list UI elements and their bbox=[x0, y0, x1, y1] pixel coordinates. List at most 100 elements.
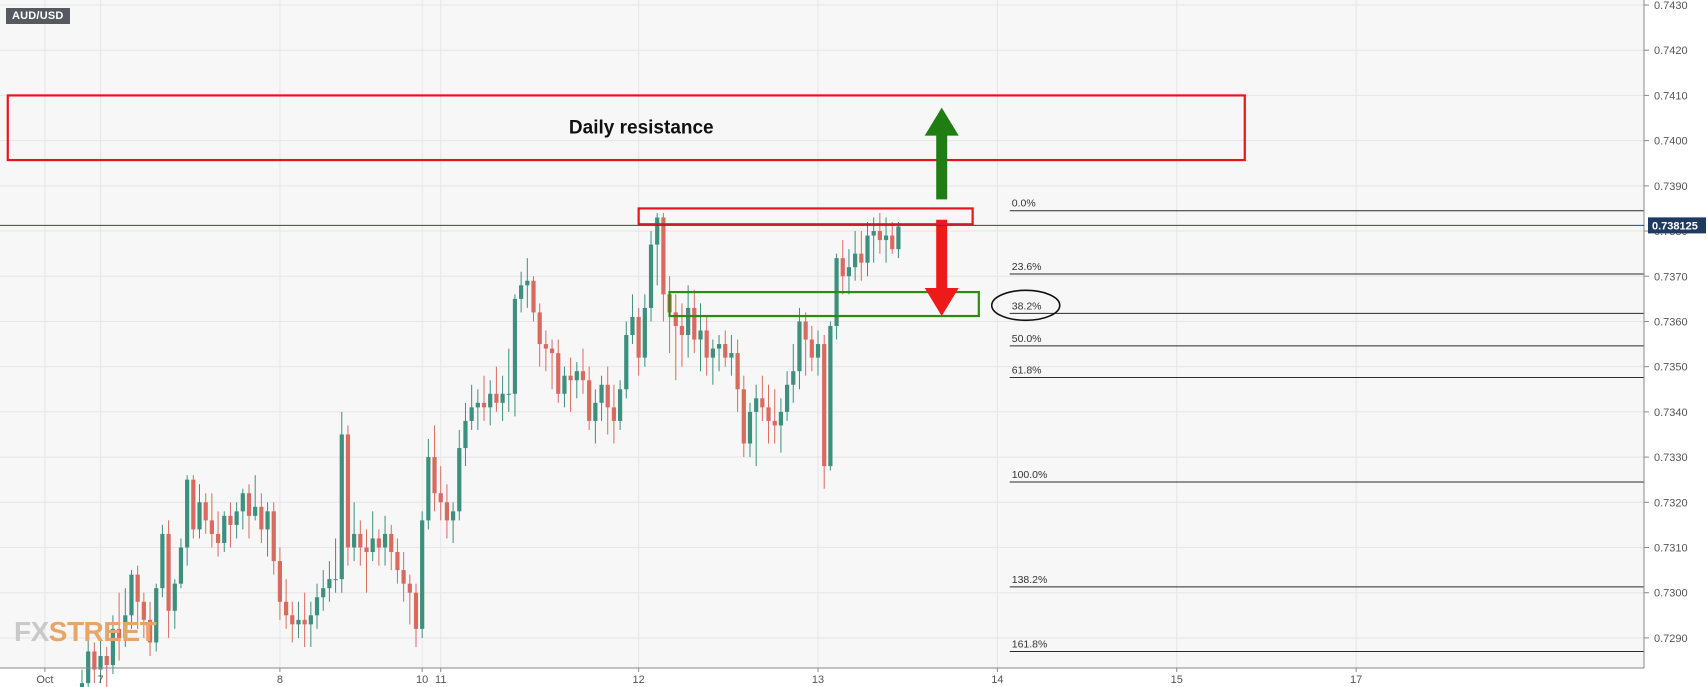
y-tick-label: 0.7330 bbox=[1654, 452, 1688, 464]
candle-body bbox=[760, 398, 765, 408]
candle-body bbox=[191, 479, 196, 530]
current-price-label: 0.738125 bbox=[1652, 220, 1698, 232]
candle-body bbox=[710, 348, 715, 358]
candle-body bbox=[333, 579, 338, 581]
candle-body bbox=[160, 533, 165, 589]
candle-body bbox=[525, 280, 530, 286]
candle bbox=[352, 502, 357, 562]
candle-body bbox=[147, 619, 153, 643]
candle-body bbox=[481, 402, 487, 408]
candle-body bbox=[840, 258, 845, 277]
candle-body bbox=[92, 651, 97, 670]
candle-body bbox=[265, 511, 270, 530]
candle bbox=[865, 222, 870, 277]
candle bbox=[271, 502, 276, 575]
candle-body bbox=[203, 502, 208, 521]
candle-body bbox=[284, 601, 289, 616]
candle-body bbox=[679, 325, 685, 336]
candle-body bbox=[475, 402, 480, 408]
candle bbox=[506, 348, 511, 412]
watermark-street: STREET bbox=[48, 616, 157, 647]
candle bbox=[543, 330, 548, 372]
candle bbox=[389, 524, 394, 571]
candle bbox=[617, 380, 623, 430]
candle-body bbox=[463, 420, 468, 449]
candle-body bbox=[562, 375, 567, 394]
candle-body bbox=[172, 583, 177, 611]
fib-level-label: 138.2% bbox=[1012, 574, 1048, 586]
candle-body bbox=[314, 597, 320, 616]
y-tick-label: 0.7400 bbox=[1654, 136, 1688, 148]
candle bbox=[345, 425, 351, 566]
candle bbox=[246, 484, 252, 539]
candle bbox=[809, 325, 814, 372]
candle bbox=[178, 538, 184, 589]
candle bbox=[648, 231, 654, 322]
candle-body bbox=[358, 533, 363, 548]
candle-body bbox=[543, 344, 548, 349]
candle-body bbox=[234, 511, 239, 525]
candle bbox=[451, 502, 456, 543]
candle-body bbox=[370, 538, 375, 553]
candle-body bbox=[117, 628, 122, 638]
candle-body bbox=[457, 448, 462, 512]
candle-body bbox=[420, 520, 425, 629]
fib-highlight-ellipse bbox=[990, 289, 1061, 322]
candle bbox=[562, 366, 567, 408]
candle bbox=[754, 384, 759, 467]
candle bbox=[327, 561, 332, 602]
candle-body bbox=[772, 420, 777, 426]
candle bbox=[426, 439, 431, 530]
fib-level-label: 0.0% bbox=[1012, 198, 1036, 210]
candle bbox=[333, 538, 338, 593]
candle-body bbox=[469, 407, 474, 421]
fxstreet-watermark: FXSTREET bbox=[14, 616, 157, 648]
candle bbox=[370, 511, 375, 562]
candle-body bbox=[747, 411, 753, 444]
candle bbox=[500, 375, 505, 421]
candle-body bbox=[500, 393, 505, 403]
candle bbox=[735, 339, 740, 412]
candle bbox=[686, 285, 691, 358]
candle-body bbox=[308, 615, 313, 625]
candle-body bbox=[327, 579, 332, 589]
candle bbox=[222, 511, 227, 553]
candle bbox=[308, 601, 313, 647]
candle bbox=[420, 511, 425, 638]
x-tick-label: 13 bbox=[812, 674, 824, 686]
candle bbox=[86, 628, 91, 687]
candle-body bbox=[215, 533, 221, 543]
candle bbox=[512, 294, 518, 417]
candle bbox=[630, 294, 635, 345]
candle-body bbox=[401, 570, 406, 584]
candle bbox=[413, 583, 419, 647]
candle bbox=[147, 601, 153, 656]
candle-body bbox=[531, 280, 536, 313]
candle bbox=[679, 303, 685, 367]
y-tick-label: 0.7390 bbox=[1654, 181, 1688, 193]
candle bbox=[760, 375, 765, 421]
candle-body bbox=[648, 244, 654, 308]
y-tick-label: 0.7320 bbox=[1654, 497, 1688, 509]
candle bbox=[815, 330, 821, 376]
candle bbox=[123, 588, 128, 647]
candle-body bbox=[98, 656, 103, 670]
candle-body bbox=[611, 407, 617, 421]
candle bbox=[723, 330, 728, 367]
x-tick-label: 11 bbox=[435, 674, 446, 686]
candle-body bbox=[389, 533, 394, 553]
fib-level-label: 161.8% bbox=[1012, 638, 1048, 650]
candle bbox=[203, 493, 208, 534]
candle-body bbox=[321, 588, 326, 598]
candle bbox=[240, 488, 245, 530]
candle bbox=[525, 258, 530, 308]
candle bbox=[302, 592, 307, 647]
candle bbox=[636, 307, 641, 376]
candle bbox=[859, 231, 864, 281]
candle bbox=[797, 307, 802, 390]
candle-body bbox=[197, 502, 202, 530]
candle-body bbox=[395, 552, 400, 571]
candle bbox=[92, 642, 97, 684]
candle-body bbox=[617, 389, 623, 421]
